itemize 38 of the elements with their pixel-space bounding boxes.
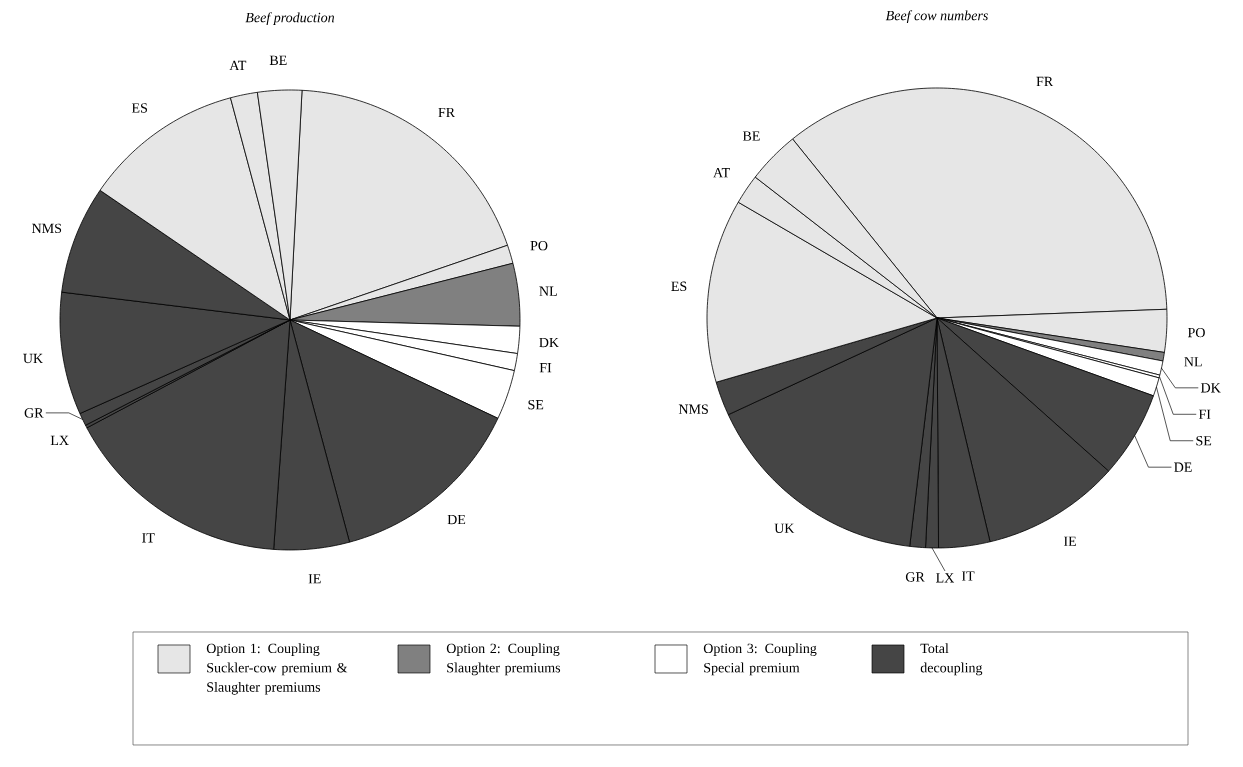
- slice-label: NMS: [678, 404, 708, 414]
- slice-label: IE: [308, 574, 321, 584]
- slice-label: DK: [539, 337, 559, 348]
- slice-label: FR: [438, 107, 456, 118]
- slice-label: FI: [1198, 409, 1211, 419]
- slice-label: PO: [1187, 327, 1205, 338]
- slice-label: DK: [1200, 383, 1221, 393]
- slice-label: DE: [447, 514, 466, 525]
- chart-title: Beef production: [245, 12, 335, 26]
- category-label: Option 2: Coupling Slaughter premiums: [446, 643, 561, 676]
- slice-label: FI: [539, 363, 552, 373]
- slice-label: LX: [50, 435, 69, 445]
- slice-label: BE: [269, 55, 287, 65]
- slice-label: NL: [1184, 357, 1202, 367]
- slice-label: LX: [936, 573, 955, 583]
- slice-label: AT: [713, 168, 730, 178]
- chart-title: Beef cow numbers: [885, 10, 988, 24]
- slice-label: GR: [24, 408, 44, 418]
- slice-label: DE: [1174, 462, 1192, 472]
- slice-label: UK: [23, 353, 43, 364]
- slice-label: SE: [528, 400, 544, 410]
- category-label: Total decoupling: [920, 643, 983, 676]
- slice-label: IT: [961, 571, 975, 581]
- slice-label: NMS: [32, 223, 62, 234]
- slice-label: BE: [742, 131, 760, 141]
- category-label: Option 3: Coupling Special premium: [703, 643, 817, 676]
- slice-label: PO: [530, 240, 548, 251]
- category-label: Option 1: Coupling Suckler-cow premium & Slaughter premiums: [206, 643, 348, 695]
- slice-label: IT: [142, 533, 155, 543]
- slice-label: GR: [905, 572, 925, 582]
- slice-label: ES: [131, 103, 147, 113]
- slice-label: ES: [671, 281, 687, 292]
- slice-label: NL: [539, 286, 557, 296]
- slice-label: AT: [229, 60, 247, 70]
- slice-label: FR: [1036, 76, 1054, 86]
- slice-label: SE: [1196, 436, 1212, 446]
- slice-label: IE: [1063, 536, 1076, 546]
- slice-label: UK: [774, 523, 795, 533]
